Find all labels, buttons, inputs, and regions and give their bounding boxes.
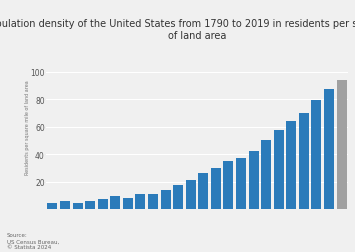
Bar <box>324 90 334 209</box>
Title: Population density of the United States from 1790 to 2019 in residents per squar: Population density of the United States … <box>0 19 355 40</box>
Bar <box>299 113 309 209</box>
Bar <box>311 101 322 209</box>
Bar <box>135 195 146 209</box>
Y-axis label: Residents per square mile of land area: Residents per square mile of land area <box>25 80 30 174</box>
Text: Source:
US Census Bureau,
© Statista 2024: Source: US Census Bureau, © Statista 202… <box>7 232 59 249</box>
Bar <box>98 199 108 209</box>
Bar <box>223 162 234 209</box>
Bar <box>337 81 346 209</box>
Bar <box>211 168 221 209</box>
Bar <box>123 198 133 209</box>
Bar <box>286 122 296 209</box>
Bar <box>160 190 171 209</box>
Bar <box>148 194 158 209</box>
Bar <box>110 196 120 209</box>
Bar <box>173 185 183 209</box>
Bar <box>198 174 208 209</box>
Bar <box>186 180 196 209</box>
Bar <box>248 151 259 209</box>
Bar <box>236 158 246 209</box>
Bar <box>274 131 284 209</box>
Bar <box>261 140 271 209</box>
Bar <box>48 203 58 209</box>
Bar <box>60 201 70 209</box>
Bar <box>85 202 95 209</box>
Bar <box>72 203 83 209</box>
